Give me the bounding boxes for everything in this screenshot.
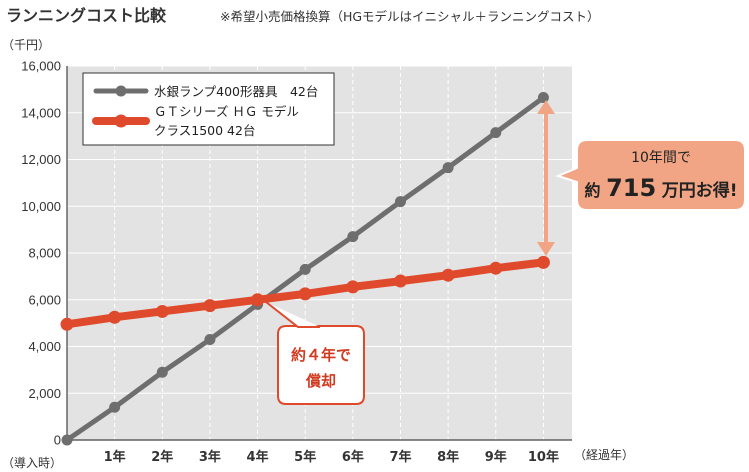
x-tick-label: 3年	[199, 449, 221, 465]
savings-text-line1: 10年間で	[631, 150, 691, 166]
series-1-point	[60, 317, 74, 331]
legend-marker-mercury	[115, 85, 127, 97]
break-even-pointer	[265, 301, 320, 328]
series-1-point	[155, 304, 169, 318]
break-even-line2: 償却	[305, 372, 336, 390]
legend: 水銀ランプ400形器具 42台 ＧＴシリーズ ＨＧ モデル クラス1500 42…	[82, 72, 335, 146]
break-even-callout: 約４年で 償却	[265, 301, 365, 405]
series-0-point	[490, 127, 502, 139]
y-tick-label: 4,000	[28, 339, 61, 354]
savings-prefix: 約	[584, 181, 600, 200]
series-0-point	[394, 196, 406, 208]
x-tick-label: 7年	[389, 449, 411, 465]
axes	[66, 66, 572, 441]
series-1-point	[108, 310, 122, 324]
savings-text-line2: 約 715 万円お得!	[584, 174, 737, 202]
savings-callout-bubble	[555, 139, 746, 211]
series-1-point	[441, 268, 455, 282]
x-axis-ticks: 1年 2年 3年 4年 5年 6年 7年 8年 9年 10年	[104, 449, 559, 465]
y-tick-label: 8,000	[28, 246, 61, 261]
series-1-point	[298, 287, 312, 301]
break-even-line1: 約４年で	[291, 346, 351, 364]
x-tick-label: 1年	[104, 449, 126, 465]
x-end-label: （経過年）	[574, 448, 634, 462]
series-0-point	[347, 231, 359, 243]
y-tick-label: 14,000	[21, 105, 61, 120]
chart-title: ランニングコスト比較	[6, 6, 167, 25]
chart-note: ※希望小売価格換算（HGモデルはイニシャル＋ランニングコスト）	[220, 9, 600, 24]
x-tick-label: 8年	[437, 449, 459, 465]
series-1-point	[536, 255, 550, 269]
savings-arrow	[537, 100, 555, 256]
series-0-point	[156, 366, 168, 378]
legend-marker-gt	[114, 114, 128, 128]
y-tick-label: 2,000	[28, 386, 61, 401]
savings-number: 715	[606, 174, 656, 202]
series-1-point	[346, 280, 360, 294]
savings-arrow-head-top	[537, 100, 555, 114]
legend-label-gt-line2: クラス1500 42台	[154, 123, 255, 138]
series-0-point	[109, 401, 121, 413]
y-unit-label: （千円）	[2, 38, 50, 52]
series-layer	[60, 92, 550, 446]
y-tick-label: 0	[54, 433, 61, 448]
legend-box	[82, 72, 335, 146]
series-0-point	[299, 263, 311, 275]
savings-callout: 10年間で 約 715 万円お得!	[555, 139, 746, 211]
x-tick-label: 6年	[342, 449, 364, 465]
series-0-point	[442, 162, 454, 174]
savings-suffix: 万円お得!	[661, 180, 738, 201]
x-tick-label: 4年	[247, 449, 269, 465]
break-even-bubble	[277, 325, 365, 405]
series-0-point	[204, 333, 216, 345]
series-1-point	[393, 274, 407, 288]
legend-label-gt-line1: ＧＴシリーズ ＨＧ モデル	[154, 104, 299, 119]
x-tick-label: 2年	[151, 449, 173, 465]
y-tick-label: 10,000	[21, 199, 61, 214]
y-tick-label: 6,000	[28, 292, 61, 307]
x-start-label: （導入時）	[2, 456, 62, 470]
y-tick-label: 12,000	[21, 152, 61, 167]
series-1-point	[489, 261, 503, 275]
y-tick-label: 16,000	[21, 59, 61, 74]
y-axis-ticks: 0 2,000 4,000 6,000 8,000 10,000 12,000 14,000 1…	[21, 59, 61, 448]
savings-arrow-head-bottom	[537, 242, 555, 256]
x-tick-label: 10年	[528, 449, 559, 465]
series-0-point	[537, 92, 549, 104]
series-0-point	[61, 434, 73, 446]
x-tick-label: 9年	[485, 449, 507, 465]
x-tick-label: 5年	[294, 449, 316, 465]
legend-label-mercury: 水銀ランプ400形器具 42台	[154, 84, 318, 99]
series-1-point	[251, 293, 265, 307]
series-1-point	[203, 299, 217, 313]
